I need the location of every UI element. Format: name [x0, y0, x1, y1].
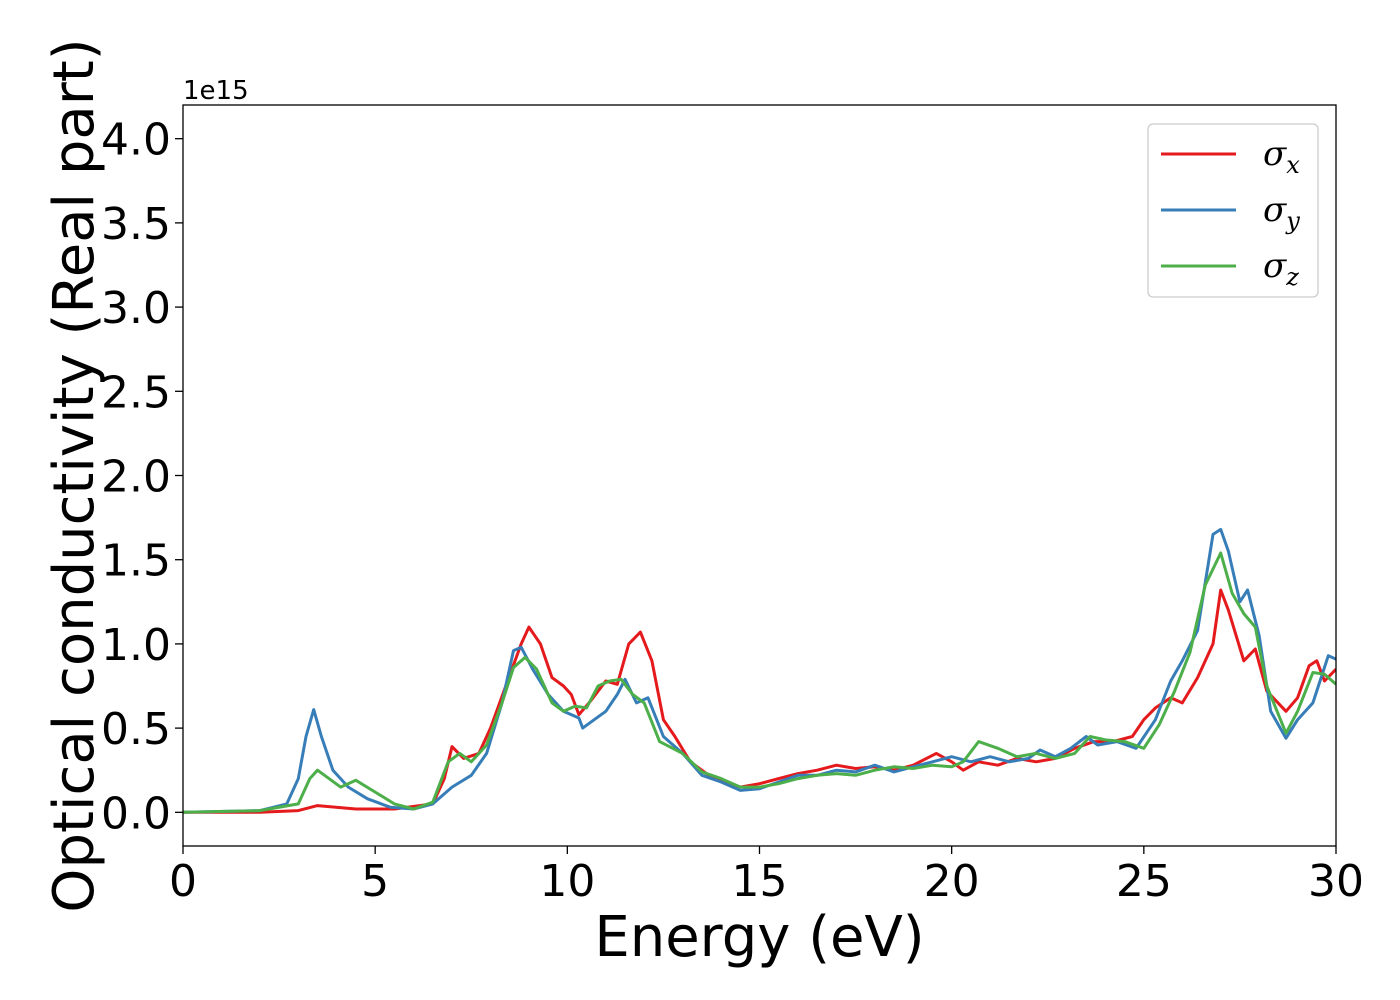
y-axis-offset-text: 1e15	[183, 76, 249, 106]
x-tick-label: 20	[924, 856, 980, 907]
y-tick-label: 2.0	[101, 452, 171, 503]
x-tick-label: 0	[169, 856, 197, 907]
series-line-z	[183, 551, 1336, 814]
x-tick-label: 30	[1308, 856, 1364, 907]
legend-label-subscript: y	[1285, 207, 1300, 235]
legend-label-y: σy	[1263, 190, 1300, 235]
legend-label-subscript: x	[1286, 151, 1300, 179]
x-tick-label: 10	[539, 856, 595, 907]
legend-label-symbol: σ	[1263, 134, 1287, 174]
legend-label-z: σz	[1263, 246, 1299, 291]
y-tick-label: 0.0	[101, 788, 171, 839]
y-tick-label: 3.0	[101, 283, 171, 334]
y-axis-label: Optical conductivity (Real part)	[42, 38, 107, 912]
y-tick-label: 1.5	[101, 536, 171, 587]
y-tick-label: 4.0	[101, 115, 171, 166]
legend-label-subscript: z	[1285, 263, 1299, 291]
series-line-y	[183, 527, 1336, 814]
y-axis-ticks: 0.0 0.5 1.0 1.5 2.0 2.5 3.0 3.5 4.0	[101, 115, 183, 839]
legend-label-symbol: σ	[1263, 190, 1287, 230]
legend-label-symbol: σ	[1263, 246, 1287, 286]
series-layer	[183, 527, 1336, 814]
y-tick-label: 2.5	[101, 367, 171, 418]
x-tick-label: 5	[361, 856, 389, 907]
x-tick-label: 25	[1116, 856, 1172, 907]
y-tick-label: 3.5	[101, 199, 171, 250]
x-tick-label: 15	[732, 856, 788, 907]
x-axis-ticks: 0 5 10 15 20 25 30	[169, 846, 1364, 907]
y-tick-label: 1.0	[101, 620, 171, 671]
x-axis-label: Energy (eV)	[594, 905, 924, 970]
legend-label-x: σx	[1263, 134, 1300, 179]
series-line-x	[183, 588, 1336, 814]
y-tick-label: 0.5	[101, 704, 171, 755]
